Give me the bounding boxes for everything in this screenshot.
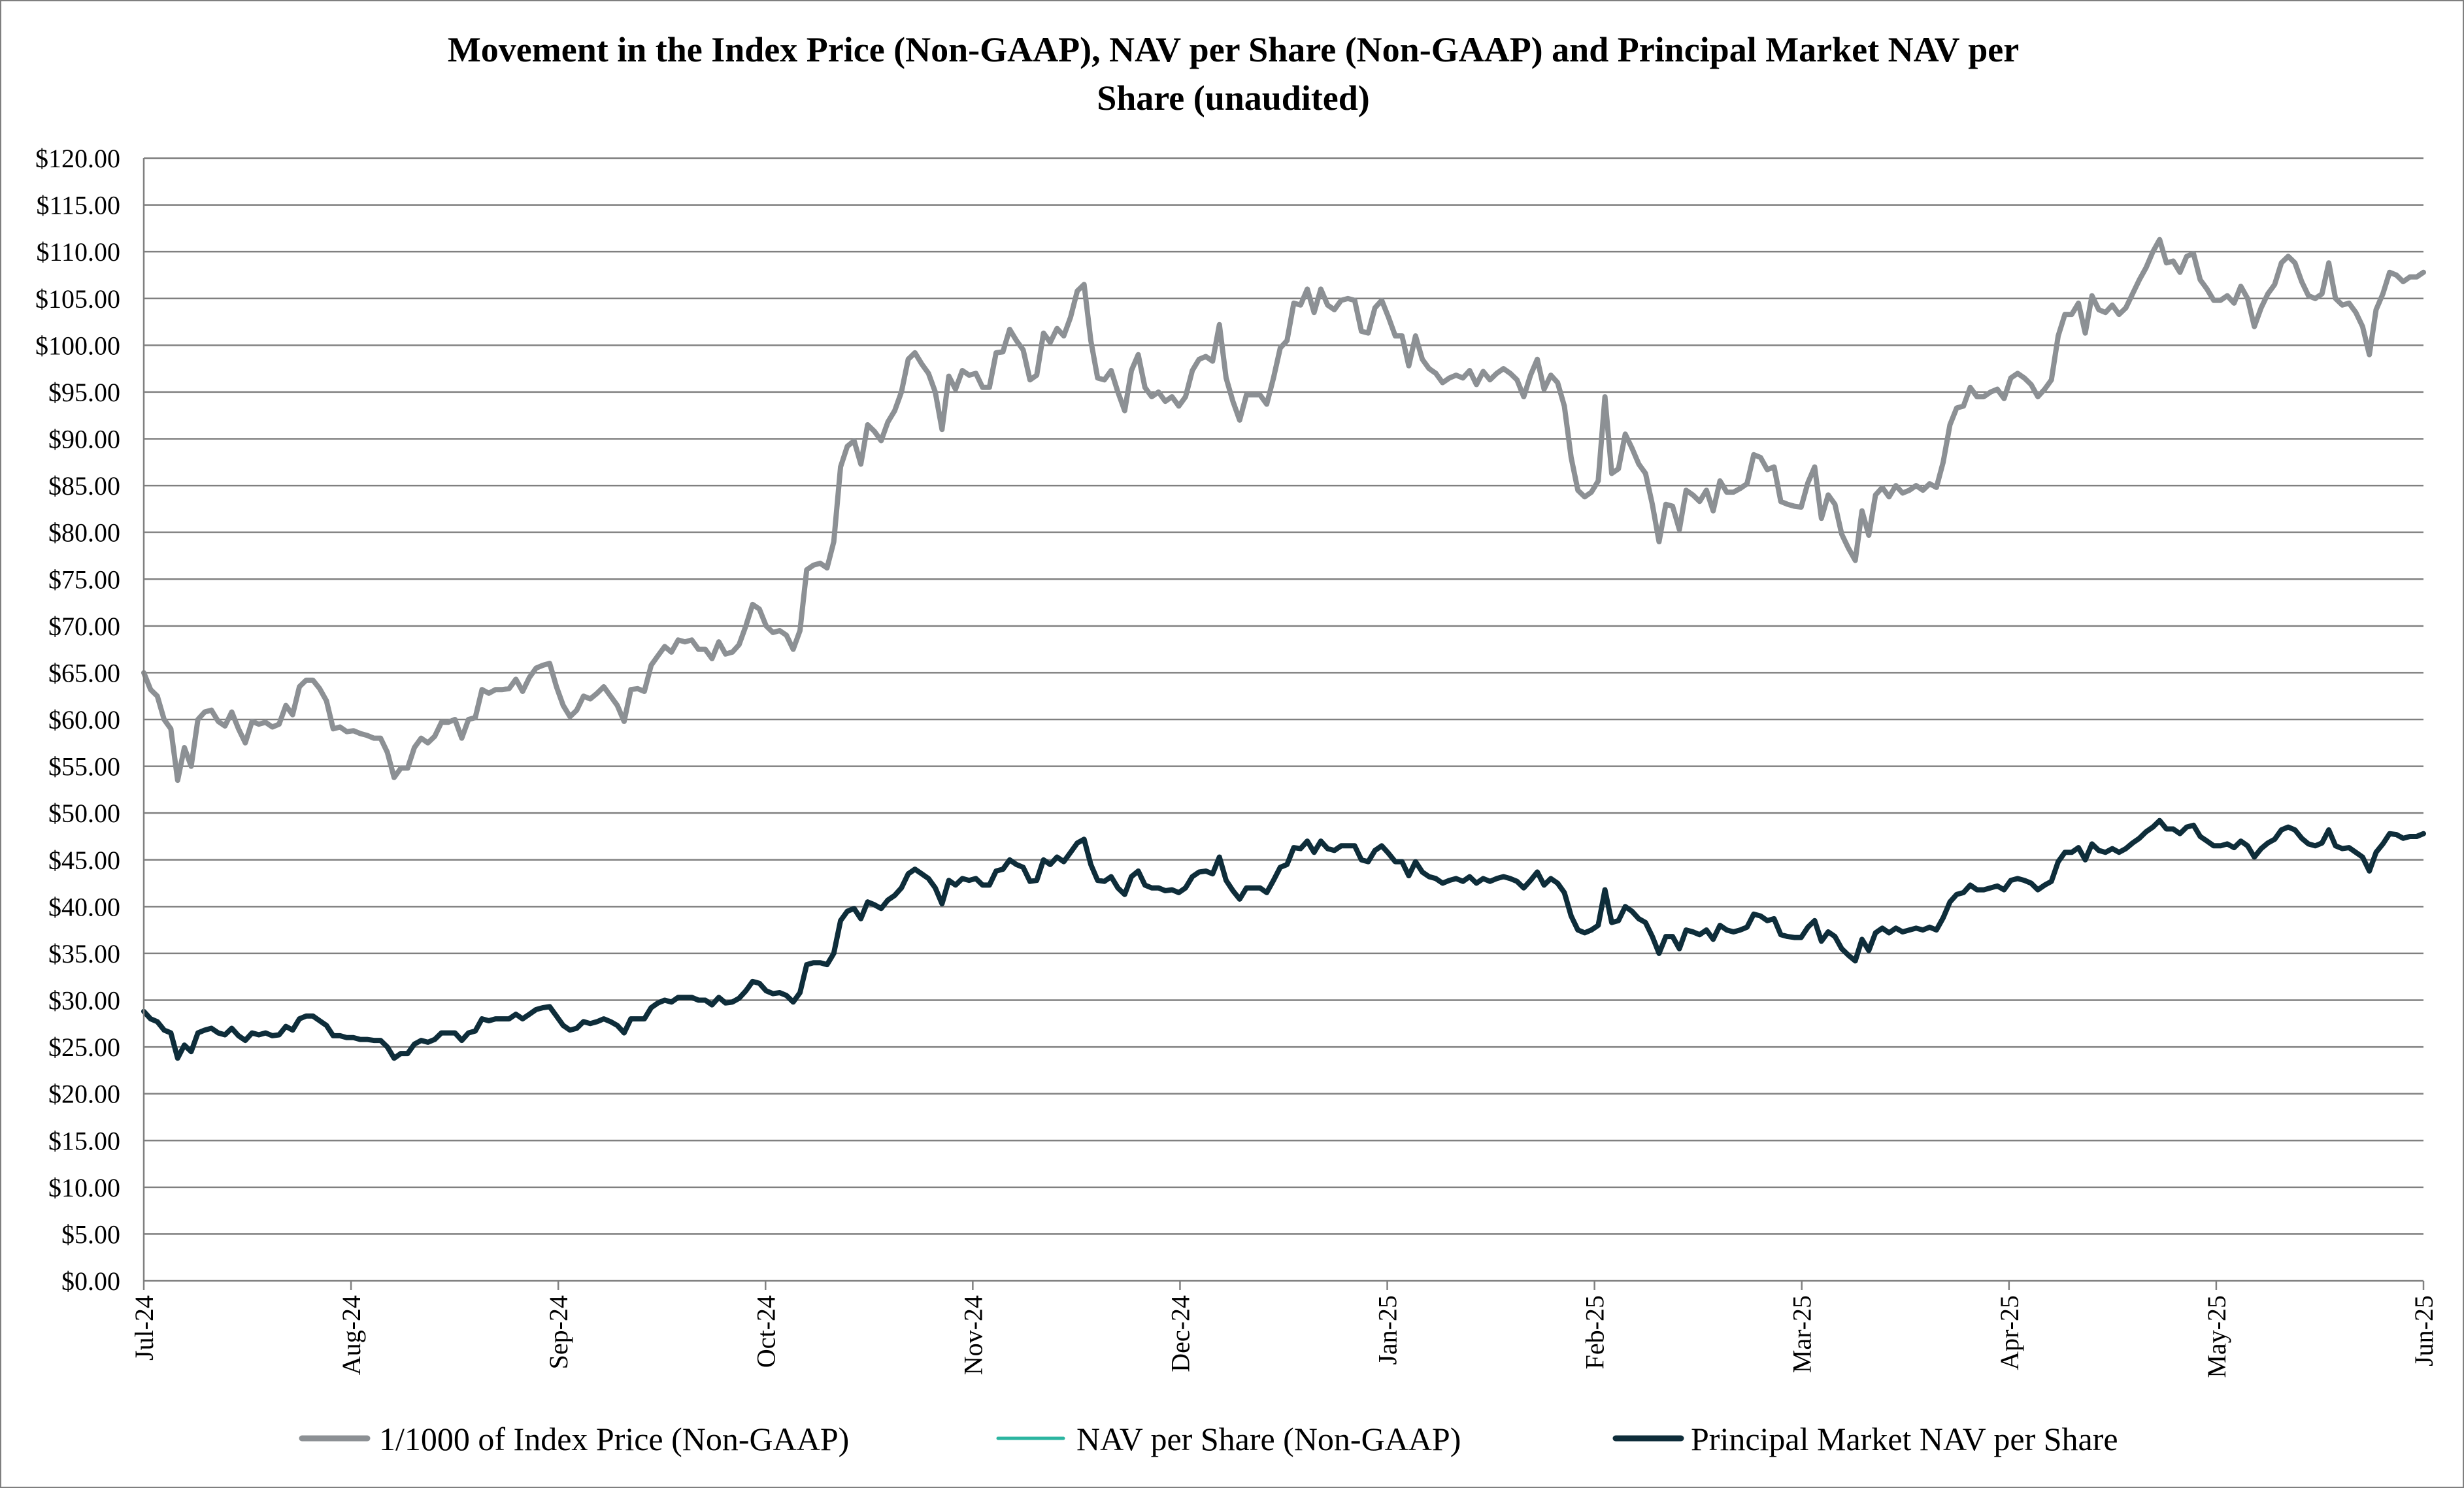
x-tick-label: Jun-25 — [2409, 1295, 2439, 1366]
y-tick-label: $30.00 — [48, 986, 120, 1016]
x-tick-label: Dec-24 — [1165, 1295, 1195, 1372]
y-tick-label: $50.00 — [48, 799, 120, 828]
y-tick-label: $65.00 — [48, 658, 120, 687]
y-tick-label: $105.00 — [35, 284, 120, 314]
gridlines — [144, 157, 2423, 1235]
y-tick-label: $25.00 — [48, 1033, 120, 1062]
chart-title-line-2: Share (unaudited) — [1097, 78, 1370, 118]
y-tick-label: $15.00 — [48, 1126, 120, 1155]
y-tick-label: $85.00 — [48, 471, 120, 501]
y-tick-label: $35.00 — [48, 939, 120, 968]
y-tick-label: $60.00 — [48, 705, 120, 735]
x-tick-label: Feb-25 — [1580, 1295, 1610, 1369]
y-tick-label: $55.00 — [48, 752, 120, 782]
series-lines — [141, 237, 2426, 1061]
legend-item-principal-market-nav: Principal Market NAV per Share — [1612, 1421, 2118, 1457]
y-tick-label: $110.00 — [36, 237, 120, 267]
x-tick-label: Oct-24 — [751, 1295, 780, 1368]
legend-item-index-price: 1/1000 of Index Price (Non-GAAP) — [299, 1421, 849, 1457]
y-tick-label: $95.00 — [48, 378, 120, 407]
legend-label-nav-per-share: NAV per Share (Non-GAAP) — [1076, 1421, 1461, 1457]
legend-label-index-price: 1/1000 of Index Price (Non-GAAP) — [379, 1421, 849, 1457]
y-tick-label: $115.00 — [36, 191, 120, 220]
x-tick-label: Mar-25 — [1788, 1295, 1817, 1373]
legend-item-nav-per-share: NAV per Share (Non-GAAP) — [996, 1421, 1461, 1457]
y-tick-label: $40.00 — [48, 892, 120, 921]
chart-title-line-1: Movement in the Index Price (Non-GAAP), … — [448, 30, 2019, 69]
series-index-price-line — [141, 237, 2426, 784]
x-tick-label: Aug-24 — [337, 1295, 366, 1375]
y-tick-label: $5.00 — [61, 1219, 120, 1249]
legend: 1/1000 of Index Price (Non-GAAP) NAV per… — [299, 1421, 2118, 1457]
x-tick-label: Sep-24 — [544, 1295, 573, 1369]
x-tick-label: Nov-24 — [958, 1295, 988, 1375]
x-axis-ticks: Jul-24 Aug-24 Sep-24 Oct-24 Nov-24 Dec-24 Jan-… — [129, 1281, 2439, 1378]
y-tick-label: $75.00 — [48, 565, 120, 594]
y-tick-label: $80.00 — [48, 518, 120, 548]
x-tick-label: Apr-25 — [1995, 1295, 2024, 1370]
series-principal-market-nav-line — [141, 818, 2426, 1061]
y-tick-label: $0.00 — [61, 1266, 120, 1296]
x-tick-label: May-25 — [2202, 1295, 2231, 1378]
y-axis-ticks: $0.00 $5.00 $10.00 $15.00 $20.00 $25.00 $30.00… — [35, 144, 120, 1296]
y-tick-label: $20.00 — [48, 1080, 120, 1109]
x-tick-label: Jan-25 — [1373, 1295, 1403, 1365]
y-tick-label: $90.00 — [48, 425, 120, 454]
y-tick-label: $45.00 — [48, 846, 120, 875]
legend-label-principal-market-nav: Principal Market NAV per Share — [1691, 1421, 2118, 1457]
x-tick-label: Jul-24 — [129, 1295, 159, 1361]
y-tick-label: $70.00 — [48, 612, 120, 641]
y-tick-label: $10.00 — [48, 1173, 120, 1202]
y-tick-label: $100.00 — [35, 331, 120, 360]
y-tick-label: $120.00 — [35, 144, 120, 173]
